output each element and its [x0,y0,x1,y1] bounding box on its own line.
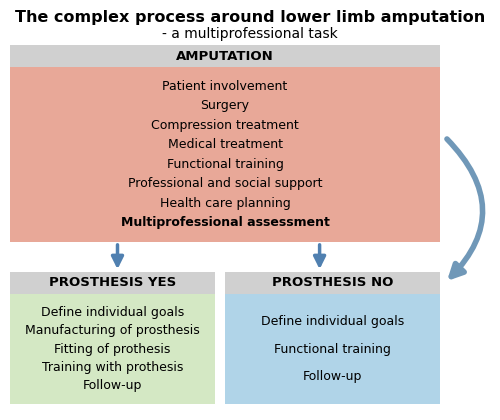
Text: PROSTHESIS NO: PROSTHESIS NO [272,276,393,289]
Text: Follow-up: Follow-up [303,370,362,383]
Bar [225,272,440,294]
Text: Compression treatment: Compression treatment [151,119,299,132]
Text: Health care planning: Health care planning [160,197,290,210]
Text: PROSTHESIS YES: PROSTHESIS YES [49,276,176,289]
Text: Professional and social support: Professional and social support [128,177,322,190]
Bar [10,45,440,67]
Bar [225,294,440,404]
Text: - a multiprofessional task: - a multiprofessional task [162,27,338,41]
Text: Manufacturing of prosthesis: Manufacturing of prosthesis [25,324,200,337]
Text: Fitting of prothesis: Fitting of prothesis [54,342,170,355]
Text: AMPUTATION: AMPUTATION [176,50,274,63]
Text: Define individual goals: Define individual goals [41,306,184,319]
Bar [10,67,440,242]
Text: Patient involvement: Patient involvement [162,80,288,93]
Text: Functional training: Functional training [166,158,284,171]
Bar [10,272,215,294]
Text: Follow-up: Follow-up [83,379,142,392]
Text: Medical treatment: Medical treatment [168,138,282,151]
Text: Define individual goals: Define individual goals [261,315,404,328]
Text: Multiprofessional assessment: Multiprofessional assessment [120,216,330,229]
Text: Surgery: Surgery [200,100,250,113]
Bar [10,294,215,404]
Text: The complex process around lower limb amputation: The complex process around lower limb am… [15,10,485,25]
Text: Training with prothesis: Training with prothesis [42,361,183,374]
FancyArrowPatch shape [447,139,482,277]
Text: Functional training: Functional training [274,342,391,355]
